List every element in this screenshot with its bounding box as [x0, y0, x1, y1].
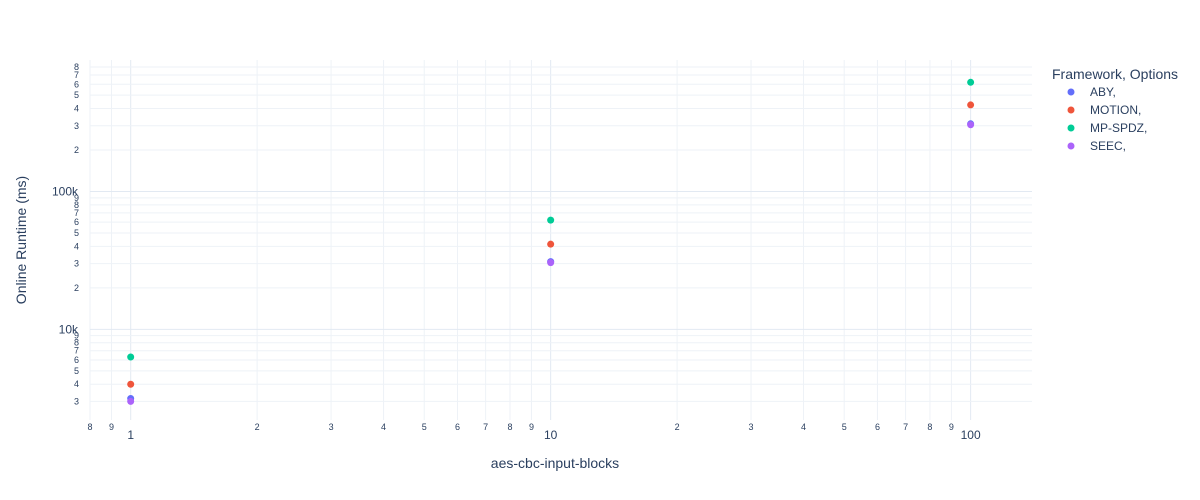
data-point-seec[interactable]	[547, 259, 555, 267]
x-minor-tick-label: 3	[749, 422, 754, 432]
x-minor-tick-label: 5	[842, 422, 847, 432]
x-minor-tick-label: 7	[483, 422, 488, 432]
y-minor-tick-label: 6	[74, 355, 79, 365]
legend-marker	[1067, 124, 1075, 132]
x-minor-tick-label: 8	[927, 422, 932, 432]
y-major-tick-label: 100k	[52, 185, 79, 199]
legend-label: ABY,	[1090, 85, 1116, 99]
y-minor-tick-label: 2	[74, 145, 79, 155]
x-major-tick-label: 100	[961, 428, 981, 442]
x-minor-tick-label: 5	[422, 422, 427, 432]
y-major-tick-label: 10k	[59, 322, 79, 336]
data-point-seec[interactable]	[967, 121, 975, 129]
y-minor-tick-label: 5	[74, 228, 79, 238]
x-minor-tick-label: 4	[381, 422, 386, 432]
x-minor-tick-label: 6	[875, 422, 880, 432]
legend-title: Framework, Options	[1052, 66, 1178, 82]
data-points	[127, 78, 975, 405]
x-minor-tick-label: 8	[87, 422, 92, 432]
legend-label: SEEC,	[1090, 139, 1126, 153]
y-minor-tick-label: 3	[74, 259, 79, 269]
x-minor-tick-label: 4	[801, 422, 806, 432]
x-minor-tick-label: 7	[903, 422, 908, 432]
legend-item[interactable]: MP-SPDZ,	[1067, 121, 1148, 135]
data-point-motion[interactable]	[967, 101, 975, 109]
y-minor-tick-label: 8	[74, 62, 79, 72]
x-major-tick-label: 1	[127, 428, 134, 442]
x-axis-ticks: 1 10 100 8 9 2 3 4 5 6 7 8 9 2 3 4 5 6 7 8 9	[87, 422, 980, 442]
legend-marker	[1067, 142, 1075, 150]
x-minor-tick-label: 6	[455, 422, 460, 432]
y-axis-title: Online Runtime (ms)	[13, 176, 29, 304]
data-point-seec[interactable]	[127, 397, 135, 405]
data-point-motion[interactable]	[547, 240, 555, 248]
y-minor-tick-label: 3	[74, 121, 79, 131]
x-axis-title: aes-cbc-input-blocks	[491, 455, 619, 471]
x-minor-tick-label: 2	[675, 422, 680, 432]
y-minor-tick-label: 4	[74, 379, 79, 389]
y-minor-tick-label: 9	[74, 331, 79, 341]
data-point-mp-spdz[interactable]	[547, 216, 555, 224]
y-minor-tick-label: 7	[74, 346, 79, 356]
y-minor-tick-label: 8	[74, 338, 79, 348]
y-minor-tick-label: 7	[74, 70, 79, 80]
y-minor-tick-label: 4	[74, 104, 79, 114]
legend-item[interactable]: SEEC,	[1067, 139, 1127, 153]
legend-label: MOTION,	[1090, 103, 1141, 117]
x-minor-tick-label: 3	[329, 422, 334, 432]
x-major-tick-label: 10	[544, 428, 558, 442]
y-minor-tick-label: 8	[74, 200, 79, 210]
x-minor-tick-label: 9	[949, 422, 954, 432]
legend: Framework, Options ABY, MOTION, MP-SPDZ, SE…	[1052, 66, 1178, 153]
grid-lines	[89, 60, 1032, 420]
y-minor-tick-label: 5	[74, 90, 79, 100]
x-minor-tick-label: 9	[529, 422, 534, 432]
legend-marker	[1067, 88, 1075, 96]
legend-marker	[1067, 106, 1075, 114]
x-minor-tick-label: 8	[507, 422, 512, 432]
legend-item[interactable]: ABY,	[1067, 85, 1116, 99]
y-minor-tick-label: 4	[74, 241, 79, 251]
y-minor-tick-label: 9	[74, 193, 79, 203]
x-minor-tick-label: 2	[255, 422, 260, 432]
y-minor-tick-label: 6	[74, 79, 79, 89]
data-point-mp-spdz[interactable]	[127, 353, 135, 361]
data-point-motion[interactable]	[127, 380, 135, 388]
data-point-mp-spdz[interactable]	[967, 78, 975, 86]
y-minor-tick-label: 3	[74, 396, 79, 406]
y-minor-tick-label: 5	[74, 366, 79, 376]
x-minor-tick-label: 9	[109, 422, 114, 432]
legend-item[interactable]: MOTION,	[1067, 103, 1142, 117]
legend-items: ABY, MOTION, MP-SPDZ, SEEC,	[1067, 85, 1148, 153]
y-minor-tick-label: 7	[74, 208, 79, 218]
y-minor-tick-label: 2	[74, 283, 79, 293]
legend-label: MP-SPDZ,	[1090, 121, 1147, 135]
y-minor-tick-label: 6	[74, 217, 79, 227]
